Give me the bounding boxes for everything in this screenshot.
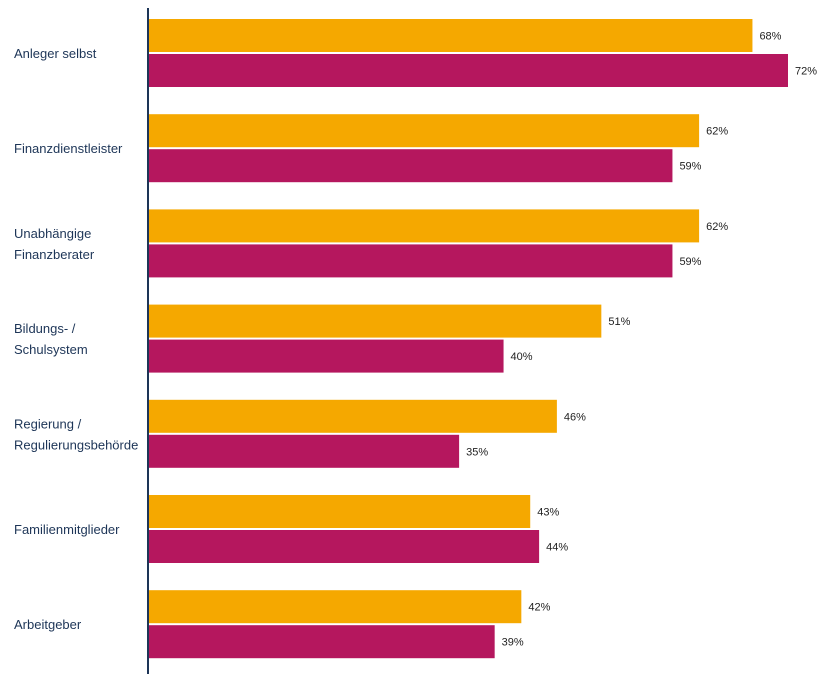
bar-1-7: [148, 590, 522, 624]
value-label: 59%: [679, 256, 701, 268]
category-label: Bildungs- / Schulsystem: [14, 321, 88, 357]
value-label: 46%: [564, 411, 586, 423]
value-label: 51%: [608, 316, 630, 328]
category-label: Arbeitgeber: [14, 617, 82, 632]
category-labels-group: Anleger selbst Finanzdienstleister Unabhän…: [14, 46, 138, 632]
category-label-line: Unabhängige: [14, 226, 91, 241]
bar-2-5: [148, 434, 460, 468]
category-label: Regierung / Regulierungsbehörde: [14, 416, 138, 452]
value-label: 72%: [795, 66, 817, 78]
bar-1-3: [148, 209, 700, 243]
category-label: Anleger selbst: [14, 46, 97, 61]
value-label: 39%: [502, 637, 524, 649]
category-label-line: Familienmitglieder: [14, 522, 120, 537]
bar-1-4: [148, 304, 602, 338]
value-label: 62%: [706, 126, 728, 138]
bar-2-3: [148, 244, 673, 278]
value-label: 42%: [528, 602, 550, 614]
value-label: 35%: [466, 446, 488, 458]
bars-group: [148, 19, 788, 659]
category-label-line: Arbeitgeber: [14, 617, 82, 632]
value-label: 68%: [759, 31, 781, 43]
bar-1-5: [148, 399, 557, 433]
category-label: Familienmitglieder: [14, 522, 120, 537]
value-label: 62%: [706, 221, 728, 233]
bar-1-1: [148, 19, 753, 52]
category-label-line: Finanzberater: [14, 247, 95, 262]
value-labels-group: 68% 72% 62% 59% 62% 59% 51% 40% 46% 35% 43% 44% 42% 3…: [466, 31, 817, 649]
category-label-line: Anleger selbst: [14, 46, 97, 61]
value-label: 59%: [679, 161, 701, 173]
bar-2-2: [148, 149, 673, 183]
bar-2-6: [148, 530, 540, 563]
category-label: Unabhängige Finanzberater: [14, 226, 95, 262]
bar-2-1: [148, 54, 788, 87]
value-label: 43%: [537, 507, 559, 519]
category-label-line: Regierung /: [14, 416, 82, 431]
category-label-line: Schulsystem: [14, 342, 88, 357]
bar-1-6: [148, 495, 531, 528]
bar-2-4: [148, 339, 504, 373]
category-label-line: Finanzdienstleister: [14, 141, 123, 156]
value-label: 40%: [511, 351, 533, 363]
category-label-line: Regulierungsbehörde: [14, 437, 138, 452]
category-label: Finanzdienstleister: [14, 141, 123, 156]
bar-2-7: [148, 625, 495, 659]
value-label: 44%: [546, 542, 568, 554]
category-label-line: Bildungs- /: [14, 321, 76, 336]
bar-1-2: [148, 114, 700, 148]
